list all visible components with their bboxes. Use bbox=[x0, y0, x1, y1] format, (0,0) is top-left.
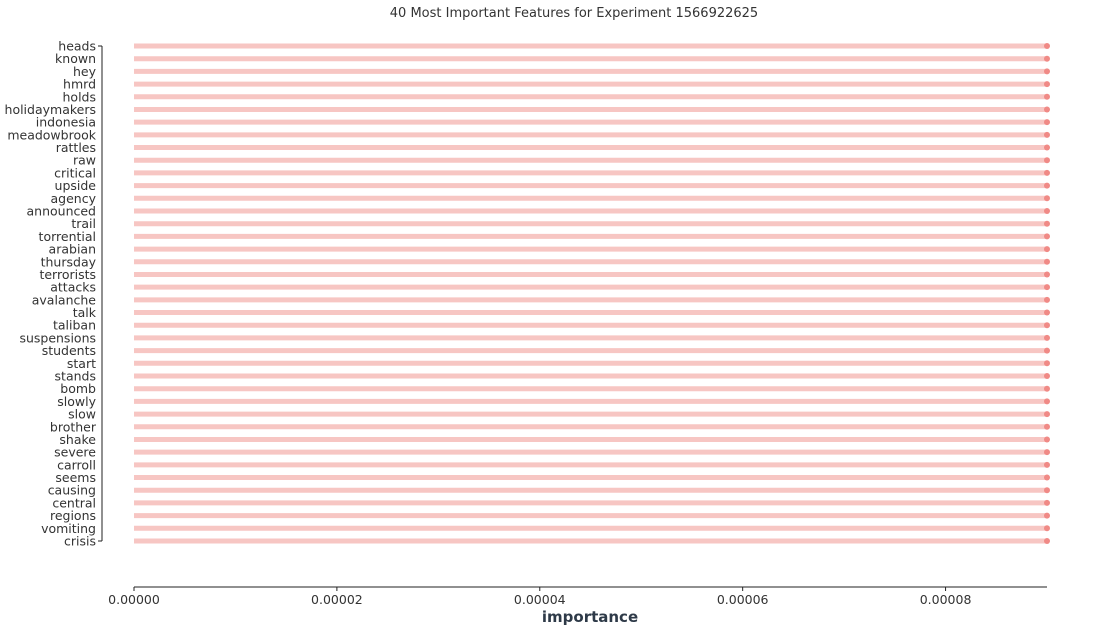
lollipop-marker-trail bbox=[1044, 220, 1050, 227]
y-tick-label: upside bbox=[55, 178, 97, 193]
lollipop-marker-slow bbox=[1044, 411, 1050, 418]
lollipop-marker-start bbox=[1044, 360, 1050, 367]
y-tick-label: talk bbox=[73, 305, 97, 320]
lollipop-marker-severe bbox=[1044, 449, 1050, 456]
lollipop-marker-talk bbox=[1044, 309, 1050, 316]
y-tick-label: vomiting bbox=[41, 521, 96, 536]
lollipop-marker-causing bbox=[1044, 487, 1050, 494]
y-tick-label: seems bbox=[55, 470, 96, 485]
lollipop-marker-taliban bbox=[1044, 322, 1050, 329]
bars bbox=[134, 43, 1050, 544]
lollipop-marker-indonesia bbox=[1044, 119, 1050, 126]
y-tick-label: brother bbox=[50, 419, 97, 434]
y-tick-label: hmrd bbox=[63, 77, 96, 92]
lollipop-marker-arabian bbox=[1044, 246, 1050, 253]
lollipop-marker-heads bbox=[1044, 43, 1050, 49]
y-tick-label: avalanche bbox=[32, 292, 97, 307]
y-tick-label: crisis bbox=[64, 534, 96, 549]
lollipop-marker-regions bbox=[1044, 512, 1050, 519]
y-tick-label: central bbox=[52, 495, 96, 510]
lollipop-marker-shake bbox=[1044, 436, 1050, 443]
x-tick-label: 0.00004 bbox=[514, 592, 566, 607]
y-tick-label: trail bbox=[71, 216, 96, 231]
lollipop-marker-brother bbox=[1044, 423, 1050, 430]
lollipop-marker-critical bbox=[1044, 169, 1050, 176]
x-tick-label: 0.00006 bbox=[717, 592, 769, 607]
y-tick-label: torrential bbox=[39, 229, 96, 244]
y-tick-label: bomb bbox=[60, 381, 96, 396]
lollipop-marker-raw bbox=[1044, 157, 1050, 164]
lollipop-marker-seems bbox=[1044, 474, 1050, 481]
y-tick-label: shake bbox=[59, 432, 96, 447]
y-tick-label: agency bbox=[51, 191, 97, 206]
lollipop-marker-suspensions bbox=[1044, 334, 1050, 341]
lollipop-marker-thursday bbox=[1044, 258, 1050, 265]
y-tick-label: severe bbox=[54, 445, 96, 460]
lollipop-marker-torrential bbox=[1044, 233, 1050, 240]
lollipop-marker-slowly bbox=[1044, 398, 1050, 405]
y-tick-label: holidaymakers bbox=[5, 102, 96, 117]
y-tick-label: causing bbox=[48, 483, 96, 498]
y-tick-label: regions bbox=[50, 508, 96, 523]
lollipop-marker-bomb bbox=[1044, 385, 1050, 392]
y-tick-label: stands bbox=[55, 369, 96, 384]
lollipop-marker-crisis bbox=[1044, 538, 1050, 544]
lollipop-marker-agency bbox=[1044, 195, 1050, 202]
lollipop-marker-vomiting bbox=[1044, 525, 1050, 532]
y-tick-label: slow bbox=[68, 407, 96, 422]
lollipop-marker-rattles bbox=[1044, 144, 1050, 151]
y-tick-label: heads bbox=[58, 39, 96, 54]
y-tick-label: slowly bbox=[57, 394, 96, 409]
y-tick-label: critical bbox=[54, 165, 96, 180]
y-tick-label: rattles bbox=[56, 140, 96, 155]
lollipop-marker-stands bbox=[1044, 373, 1050, 379]
y-tick-label: taliban bbox=[53, 318, 96, 333]
y-tick-label: raw bbox=[73, 153, 96, 168]
y-tick-label: terrorists bbox=[39, 267, 96, 282]
y-tick-label: students bbox=[42, 343, 96, 358]
y-tick-label: indonesia bbox=[36, 115, 96, 130]
chart-title: 40 Most Important Features for Experimen… bbox=[390, 6, 758, 21]
lollipop-marker-known bbox=[1044, 55, 1050, 62]
lollipop-marker-carroll bbox=[1044, 461, 1050, 468]
y-tick-label: thursday bbox=[41, 254, 97, 269]
lollipop-marker-terrorists bbox=[1044, 271, 1050, 278]
lollipop-marker-announced bbox=[1044, 208, 1050, 214]
y-tick-label: holds bbox=[63, 89, 97, 104]
x-tick-label: 0.00002 bbox=[311, 592, 363, 607]
x-axis: 0.00000 0.00002 0.00004 0.00006 0.00008 bbox=[108, 586, 1047, 607]
x-tick-label: 0.00008 bbox=[920, 592, 972, 607]
lollipop-marker-upside bbox=[1044, 182, 1050, 189]
y-tick-label: arabian bbox=[49, 242, 96, 257]
lollipop-marker-attacks bbox=[1044, 284, 1050, 291]
x-axis-label: importance bbox=[542, 608, 638, 626]
lollipop-marker-students bbox=[1044, 347, 1050, 354]
lollipop-marker-hmrd bbox=[1044, 81, 1050, 88]
lollipop-marker-holds bbox=[1044, 93, 1050, 100]
y-tick-label: hey bbox=[73, 64, 97, 79]
x-tick-label: 0.00000 bbox=[108, 592, 160, 607]
lollipop-marker-holidaymakers bbox=[1044, 106, 1050, 113]
y-tick-label: start bbox=[67, 356, 96, 371]
y-tick-label: known bbox=[55, 51, 96, 66]
y-tick-label: carroll bbox=[57, 457, 96, 472]
y-tick-label: attacks bbox=[50, 280, 96, 295]
lollipop-marker-avalanche bbox=[1044, 296, 1050, 303]
y-axis: headsknownheyhmrdholdsholidaymakersindon… bbox=[5, 39, 103, 549]
lollipop-marker-central bbox=[1044, 499, 1050, 506]
y-tick-label: suspensions bbox=[19, 330, 96, 345]
lollipop-marker-hey bbox=[1044, 68, 1050, 75]
y-tick-label: meadowbrook bbox=[7, 127, 96, 142]
y-tick-label: announced bbox=[27, 204, 97, 219]
lollipop-marker-meadowbrook bbox=[1044, 131, 1050, 138]
